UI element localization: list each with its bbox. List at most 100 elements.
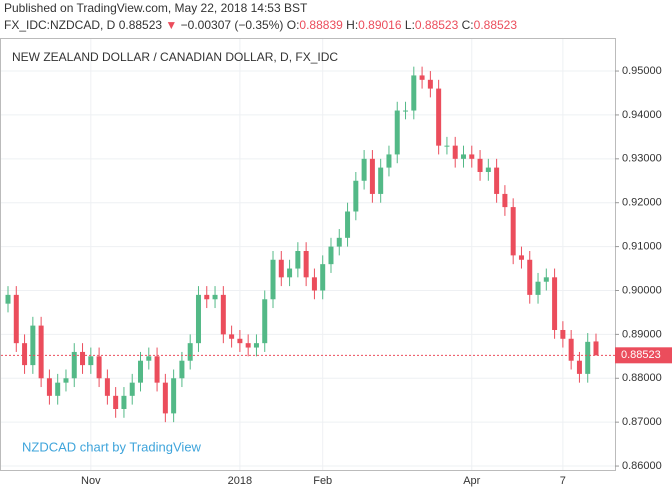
candle-body [485, 167, 491, 172]
candle-body [303, 250, 309, 278]
o-label: O: [287, 18, 300, 32]
x-tick-label: Feb [313, 475, 332, 487]
y-tick-label: 0.86000 [622, 460, 662, 472]
y-tick-label: 0.88000 [622, 372, 662, 384]
candle-body [278, 259, 284, 278]
candle-body [204, 294, 210, 300]
y-tick-label: 0.87000 [622, 416, 662, 428]
candle-body [146, 356, 152, 361]
candle-body [154, 356, 160, 383]
candle-body [63, 378, 69, 383]
candle-body [212, 294, 218, 300]
candle-body [129, 382, 135, 396]
candle-body [527, 259, 533, 295]
chart-title: NEW ZEALAND DOLLAR / CANADIAN DOLLAR, D,… [12, 50, 338, 64]
h: 0.89016 [358, 18, 402, 32]
l-label: L: [405, 18, 415, 32]
h-label: H: [346, 18, 358, 32]
candle-body [80, 351, 86, 366]
candle-body [295, 250, 301, 269]
candle-body [171, 378, 177, 414]
candle-body [535, 281, 541, 295]
x-tick-label: Nov [81, 475, 101, 487]
symbol: FX_IDC:NZDCAD, D [4, 18, 116, 32]
candle-body [585, 341, 591, 374]
l: 0.88523 [415, 18, 459, 32]
c: 0.88523 [474, 18, 518, 32]
candle-body [5, 294, 11, 304]
candle-body [419, 75, 425, 80]
candle-body [229, 334, 235, 339]
candle-body [287, 268, 293, 278]
candle-body [568, 338, 574, 361]
candle-body [311, 277, 317, 291]
candle-body [138, 360, 144, 383]
candle-body [237, 338, 243, 344]
candle-body [502, 193, 508, 208]
candle-body [593, 341, 599, 356]
candle-body [121, 395, 127, 409]
watermark: NZDCAD chart by TradingView [22, 439, 202, 454]
candle-body [88, 356, 94, 366]
candle-body [96, 356, 102, 379]
candle-body [378, 167, 384, 194]
candle-body [220, 294, 226, 335]
x-tick-label: 7 [560, 475, 566, 487]
candle-body [162, 382, 168, 414]
candle-body [469, 154, 475, 159]
candle-body [560, 329, 566, 339]
candle-body [361, 158, 367, 181]
candle-body [195, 294, 201, 344]
candle-body [394, 110, 400, 155]
y-tick-label: 0.92000 [622, 197, 662, 209]
candle-body [262, 299, 268, 344]
candle-body [518, 255, 524, 260]
candle-body [187, 343, 193, 361]
change: −0.00307 (−0.35%) [181, 18, 284, 32]
publisher: Published on TradingView.com, May 22, 20… [4, 1, 308, 15]
arrow: ▼ [165, 18, 177, 32]
candle-body [452, 145, 458, 159]
candle-body [38, 325, 44, 379]
candle-body [71, 351, 77, 379]
candle-body [510, 207, 516, 256]
last-price-box [615, 347, 672, 364]
y-tick-label: 0.93000 [622, 153, 662, 165]
candle-body [494, 167, 500, 194]
last: 0.88523 [119, 18, 163, 32]
candle-body [113, 395, 119, 409]
candle-body [55, 382, 61, 396]
y-tick-label: 0.89000 [622, 328, 662, 340]
y-tick-label: 0.91000 [622, 241, 662, 253]
candle-body [270, 259, 276, 300]
y-tick-label: 0.94000 [622, 109, 662, 121]
candle-body [386, 154, 392, 168]
x-tick-label: Apr [463, 475, 480, 487]
candle-body [345, 211, 351, 238]
candle-body [543, 277, 549, 282]
candle-body [320, 264, 326, 291]
candle-body [46, 378, 52, 396]
candle-body [460, 154, 466, 159]
y-tick-label: 0.90000 [622, 284, 662, 296]
candle-body [328, 246, 334, 265]
candle-body [403, 110, 409, 112]
candle-body [427, 79, 433, 89]
candle-body [436, 88, 442, 146]
plot-frame [0, 38, 616, 471]
header: FX_IDC:NZDCAD, D 0.88523 ▼ −0.00307 (−0.… [4, 18, 517, 32]
candle-body [253, 343, 259, 348]
candle-body [336, 237, 342, 247]
last-price-label: 0.88523 [621, 349, 661, 361]
candle-body [179, 360, 185, 379]
candle-body [30, 325, 36, 366]
candle-body [369, 158, 375, 194]
candle-body [13, 294, 19, 344]
c-label: C: [462, 18, 474, 32]
candle-body [477, 158, 483, 172]
candle-body [411, 75, 417, 111]
candle-body [576, 360, 582, 374]
candle-body [552, 277, 558, 330]
y-tick-label: 0.95000 [622, 65, 662, 77]
